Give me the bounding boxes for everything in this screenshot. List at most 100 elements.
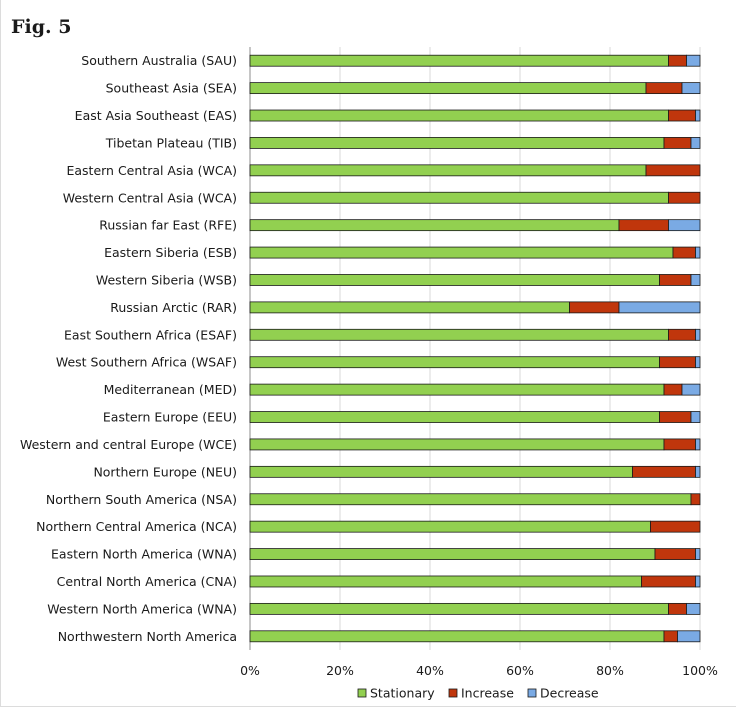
bar-segment-increase (659, 274, 692, 286)
category-label: East Southern Africa (ESAF) (64, 327, 237, 342)
bar-segment-decrease (686, 54, 701, 67)
bar-segment-stationary (249, 520, 651, 533)
bar-segment-increase (645, 82, 683, 95)
bar-segment-decrease (677, 630, 701, 643)
category-label: Northern South America (NSA) (46, 492, 237, 507)
bar-segment-stationary (249, 219, 620, 232)
bar-segment-decrease (695, 575, 701, 588)
category-label: Eastern Siberia (ESB) (104, 245, 237, 260)
bar-segment-stationary (249, 82, 647, 95)
bar-segment-stationary (249, 411, 660, 423)
bar-segment-stationary (249, 438, 665, 451)
bar-segment-decrease (695, 109, 701, 122)
legend-label: Increase (461, 686, 514, 701)
bar-segment-stationary (249, 356, 660, 369)
bar-segment-stationary (249, 164, 647, 177)
x-tick-label: 60% (506, 663, 534, 678)
category-label: Eastern Europe (EEU) (103, 410, 237, 425)
legend-swatch (527, 688, 537, 698)
category-label: Southeast Asia (SEA) (106, 81, 237, 96)
bar-segment-stationary (249, 630, 665, 643)
category-label: East Asia Southeast (EAS) (75, 108, 237, 123)
bar-segment-increase (668, 191, 701, 204)
bar-segment-increase (663, 137, 692, 149)
bar-segment-stationary (249, 301, 570, 314)
bar-segment-decrease (690, 411, 701, 423)
bar-segment-stationary (249, 54, 669, 67)
category-label: Mediterranean (MED) (104, 382, 237, 397)
bar-segment-increase (663, 438, 696, 451)
bar-segment-stationary (249, 274, 660, 286)
category-label: Western North America (WNA) (47, 601, 237, 616)
bar-segment-stationary (249, 328, 669, 341)
bar-segment-stationary (249, 493, 692, 506)
bar-segment-increase (668, 109, 696, 122)
legend: Stationary Increase Decrease (357, 686, 599, 701)
bar-segment-increase (668, 54, 687, 67)
bar-segment-increase (663, 630, 678, 643)
bar-segment-decrease (695, 328, 701, 341)
bar-segment-stationary (249, 602, 669, 615)
bar-segment-increase (650, 520, 701, 533)
bar-segment-decrease (690, 274, 701, 286)
bar-segment-increase (654, 548, 696, 560)
bar-segment-decrease (681, 383, 701, 396)
bar-segment-decrease (695, 548, 701, 560)
bar-segment-stationary (249, 575, 642, 588)
category-label: Eastern Central Asia (WCA) (66, 163, 237, 178)
bar-segment-increase (690, 493, 701, 506)
bar-segment-decrease (690, 137, 701, 149)
bar-segment-increase (569, 301, 620, 314)
x-tick-labels: 0% 20% 40% 60% 80% 100% (240, 663, 718, 678)
category-label: Central North America (CNA) (57, 574, 237, 589)
x-tick-label: 0% (240, 663, 260, 678)
bar-segment-increase (645, 164, 701, 177)
category-label: Northern Central America (NCA) (36, 519, 237, 534)
category-label: Western and central Europe (WCE) (20, 437, 237, 452)
category-label: Northern Europe (NEU) (93, 464, 237, 479)
bar-segment-stationary (249, 191, 669, 204)
bar-segment-increase (659, 356, 696, 369)
category-label: Russian Arctic (RAR) (110, 300, 237, 315)
category-label: Western Siberia (WSB) (96, 272, 237, 287)
category-label: Southern Australia (SAU) (81, 53, 237, 68)
bar-segment-stationary (249, 109, 669, 122)
legend-label: Stationary (370, 686, 435, 701)
category-label: Russian far East (RFE) (99, 218, 237, 233)
category-labels: Southern Australia (SAU) Southeast Asia (… (20, 53, 237, 644)
bar-segment-stationary (249, 246, 674, 259)
bar-segment-increase (663, 383, 683, 396)
bar-segment-stationary (249, 465, 633, 478)
bar-segment-decrease (695, 465, 701, 478)
category-label: West Southern Africa (WSAF) (56, 355, 237, 370)
legend-swatch (448, 688, 458, 698)
x-tick-label: 40% (416, 663, 444, 678)
category-label: Northwestern North America (58, 629, 237, 644)
bar-segment-increase (618, 219, 669, 232)
x-tick-label: 20% (326, 663, 354, 678)
category-label: Western Central Asia (WCA) (63, 190, 237, 205)
bar-segment-decrease (695, 246, 701, 259)
bar-segment-increase (632, 465, 696, 478)
x-tick-label: 100% (682, 663, 718, 678)
bar-segment-stationary (249, 137, 665, 149)
legend-swatch (357, 688, 367, 698)
category-label: Tibetan Plateau (TIB) (105, 135, 237, 150)
bar-segment-increase (659, 411, 692, 423)
bar-segment-decrease (686, 602, 701, 615)
bar-segment-stationary (249, 548, 656, 560)
bar-segment-increase (641, 575, 696, 588)
bar-segment-increase (668, 328, 696, 341)
x-tick-label: 80% (596, 663, 624, 678)
figure-label: Fig. 5 (11, 16, 72, 38)
category-label: Eastern North America (WNA) (51, 547, 237, 562)
bar-segment-decrease (695, 438, 701, 451)
bar-segment-decrease (681, 82, 701, 95)
bar-segment-decrease (695, 356, 701, 369)
legend-label: Decrease (540, 686, 599, 701)
bar-segment-decrease (668, 219, 701, 232)
bars (249, 54, 701, 643)
bar-segment-increase (668, 602, 687, 615)
